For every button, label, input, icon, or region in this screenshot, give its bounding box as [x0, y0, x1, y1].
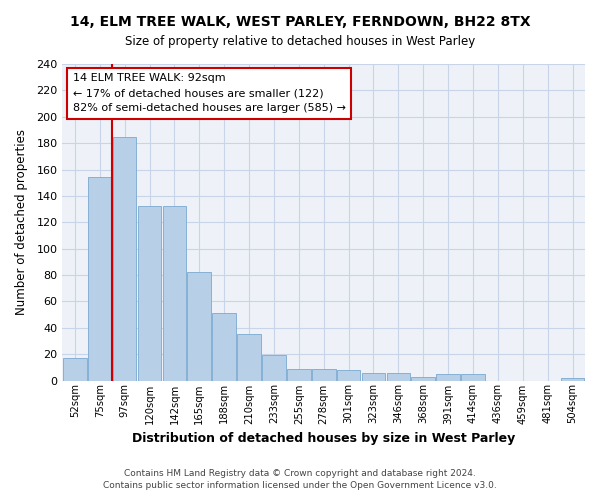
Bar: [212, 314, 236, 380]
Bar: [163, 206, 186, 380]
Bar: [187, 272, 211, 380]
Bar: [113, 136, 136, 380]
Bar: [337, 370, 361, 380]
Bar: [262, 356, 286, 380]
Bar: [436, 374, 460, 380]
Bar: [237, 334, 261, 380]
Bar: [88, 178, 112, 380]
Bar: [412, 376, 435, 380]
Bar: [312, 368, 335, 380]
Bar: [287, 368, 311, 380]
Y-axis label: Number of detached properties: Number of detached properties: [15, 130, 28, 316]
Text: Size of property relative to detached houses in West Parley: Size of property relative to detached ho…: [125, 35, 475, 48]
Bar: [63, 358, 87, 380]
Text: 14 ELM TREE WALK: 92sqm
← 17% of detached houses are smaller (122)
82% of semi-d: 14 ELM TREE WALK: 92sqm ← 17% of detache…: [73, 74, 346, 113]
Bar: [362, 372, 385, 380]
Bar: [561, 378, 584, 380]
Bar: [138, 206, 161, 380]
Text: 14, ELM TREE WALK, WEST PARLEY, FERNDOWN, BH22 8TX: 14, ELM TREE WALK, WEST PARLEY, FERNDOWN…: [70, 15, 530, 29]
Bar: [386, 372, 410, 380]
Text: Contains HM Land Registry data © Crown copyright and database right 2024.
Contai: Contains HM Land Registry data © Crown c…: [103, 468, 497, 490]
Bar: [461, 374, 485, 380]
X-axis label: Distribution of detached houses by size in West Parley: Distribution of detached houses by size …: [132, 432, 515, 445]
